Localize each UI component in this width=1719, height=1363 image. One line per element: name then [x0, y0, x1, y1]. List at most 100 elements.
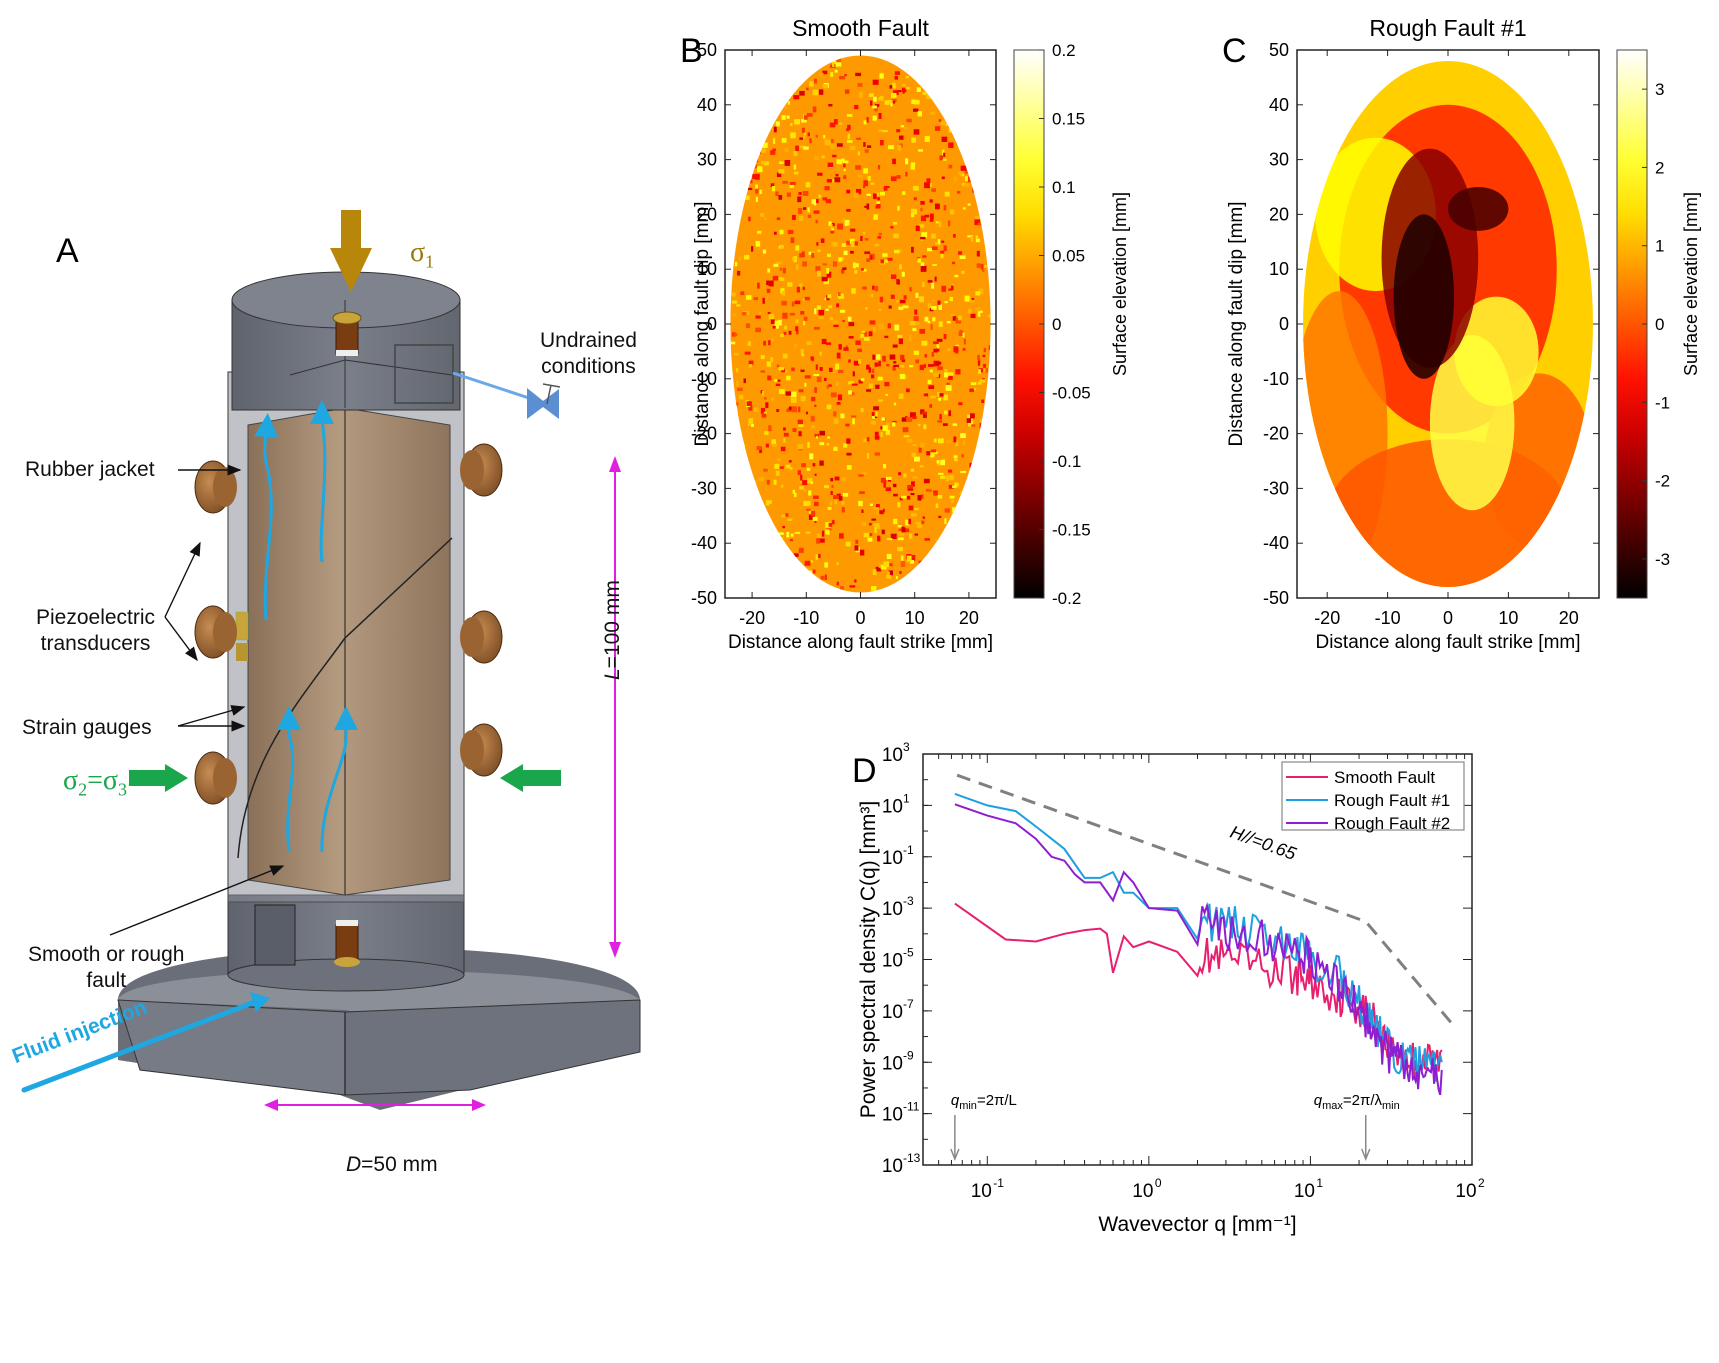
- heatmap-cell: [931, 352, 934, 357]
- heatmap-cell: [970, 313, 976, 319]
- y-tick-label: 10: [1269, 259, 1289, 279]
- heatmap-cell: [899, 497, 903, 501]
- heatmap-cell: [912, 185, 919, 191]
- x-tick-label: 10: [1132, 1181, 1153, 1202]
- heatmap-cell: [849, 585, 856, 588]
- y-tick-label: 40: [1269, 95, 1289, 115]
- heatmap-cell: [917, 423, 921, 427]
- heatmap-cell: [735, 438, 740, 444]
- heatmap-cell: [874, 286, 879, 292]
- heatmap-cell: [868, 93, 874, 97]
- y-tick-label: 10: [882, 796, 903, 817]
- heatmap-cell: [812, 569, 816, 574]
- colorbar-tick-label: 1: [1655, 237, 1664, 256]
- heatmap-cell: [839, 75, 845, 80]
- heatmap-cell: [735, 486, 740, 491]
- heatmap-cell: [877, 235, 881, 239]
- heatmap-cell: [984, 462, 987, 466]
- heatmap-cell: [761, 142, 768, 148]
- heatmap-cell: [836, 352, 841, 359]
- heatmap-cell: [914, 533, 919, 536]
- heatmap-cell: [978, 165, 981, 168]
- heatmap-cell: [779, 161, 784, 164]
- heatmap-cell: [731, 292, 736, 297]
- heatmap-cell: [979, 576, 985, 582]
- heatmap-cell: [915, 359, 920, 364]
- heatmap-cell: [760, 407, 766, 414]
- heatmap-cell: [840, 586, 844, 590]
- heatmap-cell: [982, 61, 985, 65]
- y-tick-label: -50: [691, 588, 717, 608]
- heatmap-cell: [871, 374, 875, 379]
- heatmap-cell: [959, 171, 963, 176]
- heatmap-cell: [962, 524, 968, 529]
- heatmap-cell: [768, 280, 774, 287]
- heatmap-cell: [908, 505, 914, 511]
- heatmap-cell: [807, 500, 811, 506]
- heatmap-cell: [744, 195, 750, 201]
- heatmap-region: [1448, 187, 1509, 231]
- heatmap-cell: [933, 348, 938, 353]
- heatmap-cell: [770, 531, 776, 535]
- heatmap-cell: [734, 590, 738, 593]
- heatmap-cell: [751, 423, 754, 427]
- apparatus-diagram: [21, 210, 641, 1111]
- heatmap-cell: [778, 532, 784, 536]
- heatmap-cell: [799, 90, 805, 96]
- heatmap-cell: [921, 411, 928, 415]
- heatmap-cell: [757, 230, 762, 234]
- heatmap-cell: [969, 170, 973, 175]
- heatmap-cell: [778, 367, 785, 371]
- heatmap-cell: [834, 119, 838, 125]
- heatmap-cell: [983, 363, 987, 368]
- annotation-var: q: [951, 1092, 960, 1109]
- heatmap-cell: [930, 213, 934, 220]
- heatmap-cell: [768, 425, 772, 432]
- heatmap-cell: [871, 585, 877, 591]
- y-tick-label: -40: [1263, 533, 1289, 553]
- heatmap-cell: [923, 363, 927, 369]
- heatmap-cell: [980, 551, 983, 555]
- heatmap-cell: [766, 128, 770, 132]
- heatmap-cell: [779, 267, 782, 271]
- diameter-dimension: [264, 1099, 486, 1111]
- heatmap-cell: [798, 389, 804, 393]
- heatmap-cell: [754, 542, 757, 549]
- heatmap-cell: [863, 180, 869, 187]
- heatmap-cell: [976, 508, 981, 514]
- heatmap-cell: [795, 245, 800, 251]
- heatmap-cell: [799, 137, 803, 140]
- heatmap-cell: [960, 58, 966, 62]
- heatmap-cell: [888, 305, 892, 309]
- colorbar-tick-label: 0.2: [1052, 41, 1076, 60]
- heatmap-cell: [824, 562, 829, 568]
- heatmap-cell: [769, 520, 772, 527]
- heatmap-cell: [973, 517, 978, 521]
- heatmap-cell: [907, 438, 913, 443]
- heatmap-cell: [835, 363, 840, 370]
- heatmap-cell: [884, 335, 889, 339]
- heatmap-cell: [908, 533, 913, 539]
- heatmap-cell: [929, 581, 932, 584]
- heatmap-cell: [761, 413, 767, 418]
- x-tick-label: -20: [1314, 608, 1340, 628]
- heatmap-cell: [766, 361, 772, 367]
- heatmap-cell: [741, 148, 744, 154]
- heatmap-cell: [866, 117, 869, 123]
- heatmap-cell: [949, 296, 953, 302]
- heatmap-cell: [963, 97, 967, 102]
- heatmap-cell: [853, 241, 859, 246]
- heatmap-cell: [736, 191, 742, 195]
- heatmap-cell: [814, 308, 817, 315]
- heatmap-cell: [783, 432, 789, 437]
- heatmap-cell: [737, 270, 741, 276]
- heatmap-cell: [944, 410, 948, 415]
- heatmap-cell: [810, 510, 816, 517]
- heatmap-cell: [898, 338, 903, 345]
- heatmap-cell: [760, 65, 767, 70]
- heatmap-cell: [801, 463, 806, 468]
- heatmap-cell: [928, 385, 935, 390]
- heatmap-cell: [954, 100, 959, 105]
- heatmap-cell: [815, 266, 821, 272]
- annotation-arrowhead: [1361, 1148, 1371, 1162]
